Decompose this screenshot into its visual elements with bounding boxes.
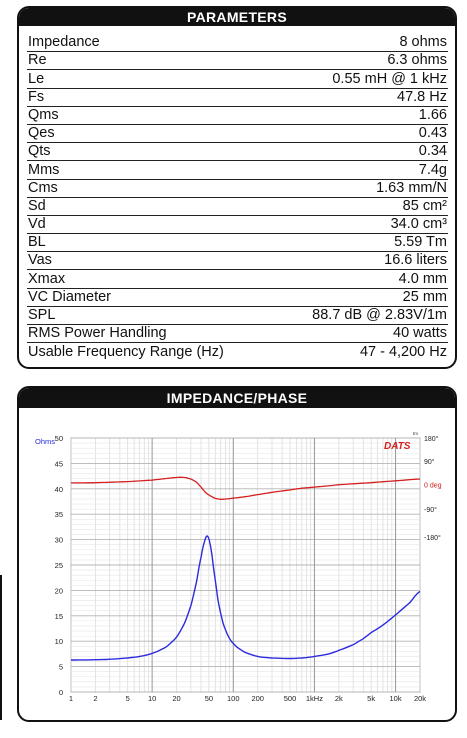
- impedance-series-line: [71, 535, 421, 661]
- parameter-value: 47 - 4,200 Hz: [359, 344, 447, 361]
- impedance-phase-panel: IMPEDANCE/PHASE 0 5 10 15 20 25 30 35 40 45 50 1 2 5 1…: [17, 386, 457, 722]
- phase-tick-label: -90°: [424, 506, 437, 514]
- x-tick-label: 5k: [367, 694, 375, 703]
- parameter-row: Qms 1.66: [27, 107, 448, 125]
- x-tick-label: 1kHz: [306, 694, 323, 703]
- parameter-value: 0.43: [418, 125, 447, 142]
- phase-tick-label: 0 deg: [424, 483, 442, 490]
- parameter-row: Re 6.3 ohms: [27, 52, 448, 71]
- y-tick-label: 5: [59, 663, 63, 672]
- y-tick-label: 30: [55, 536, 63, 545]
- x-tick-label: 2: [93, 694, 97, 703]
- parameter-label: Vas: [28, 252, 52, 269]
- y-tick-label: 45: [55, 459, 63, 468]
- y-tick-label: 10: [55, 637, 63, 646]
- parameter-row: Xmax 4.0 mm: [27, 270, 448, 289]
- impedance-phase-title: IMPEDANCE/PHASE: [19, 388, 455, 408]
- x-tick-label: 10: [148, 694, 156, 703]
- parameter-label: Fs: [28, 88, 45, 105]
- parameter-label: BL: [28, 234, 46, 251]
- parameter-label: Qts: [28, 143, 51, 160]
- phase-tick-label: 180°: [424, 435, 439, 443]
- parameter-label: Le: [28, 70, 45, 87]
- parameter-label: Cms: [28, 179, 58, 196]
- parameter-row: Qts 0.34: [27, 143, 448, 162]
- parameter-label: VC Diameter: [28, 288, 111, 305]
- parameters-title: PARAMETERS: [19, 8, 455, 26]
- parameter-value: 34.0 cm³: [390, 216, 447, 233]
- phase-tick-label: 90°: [424, 458, 435, 466]
- y-tick-label: 15: [55, 612, 63, 621]
- dats-logo: DATS: [384, 441, 411, 452]
- parameter-label: RMS Power Handling: [28, 325, 167, 342]
- phase-series-line: [71, 476, 421, 500]
- parameter-row: Qes 0.43: [27, 125, 448, 144]
- left-axis-unit-label: Ohms: [35, 437, 55, 446]
- parameter-label: Usable Frequency Range (Hz): [28, 344, 224, 361]
- x-tick-label: 50: [205, 694, 213, 703]
- parameter-label: Impedance: [28, 34, 100, 51]
- x-tick-label: 200: [251, 694, 264, 703]
- x-tick-label: 500: [284, 694, 297, 703]
- parameter-value: 47.8 Hz: [397, 88, 447, 105]
- parameter-row: Impedance 8 ohms: [27, 34, 448, 53]
- y-tick-label: 40: [55, 485, 63, 494]
- parameter-label: Qes: [28, 125, 55, 142]
- parameter-row: BL 5.59 Tm: [27, 234, 448, 253]
- parameter-row: Usable Frequency Range (Hz) 47 - 4,200 Hz: [27, 343, 448, 361]
- x-tick-label: 10k: [390, 694, 402, 703]
- parameter-row: Mms 7.4g: [27, 161, 448, 180]
- parameter-row: Vas 16.6 liters: [27, 252, 448, 271]
- parameter-value: 5.59 Tm: [394, 234, 447, 251]
- x-tick-label: 20k: [414, 694, 426, 703]
- parameter-value: 88.7 dB @ 2.83V/1m: [312, 307, 447, 323]
- parameter-label: Qms: [28, 106, 59, 123]
- parameter-row: Sd 85 cm²: [27, 198, 448, 216]
- parameter-value: 85 cm²: [402, 197, 447, 214]
- parameter-row: SPL 88.7 dB @ 2.83V/1m: [27, 307, 448, 325]
- parameter-value: 16.6 liters: [384, 252, 447, 269]
- parameter-label: SPL: [28, 307, 56, 323]
- parameter-value: 0.34: [418, 143, 447, 160]
- y-tick-label: 0: [59, 688, 63, 697]
- phase-tick-label: -180°: [424, 534, 441, 542]
- x-tick-label: 2k: [335, 694, 343, 703]
- parameter-label: Sd: [28, 197, 46, 214]
- parameter-value: 6.3 ohms: [387, 52, 447, 69]
- parameter-row: Le 0.55 mH @ 1 kHz: [27, 70, 448, 89]
- x-tick-label: 20: [172, 694, 180, 703]
- x-tick-label: 1: [69, 694, 73, 703]
- parameter-value: 7.4g: [418, 161, 447, 178]
- x-tick-label: 5: [126, 694, 130, 703]
- y-tick-label: 50: [55, 434, 63, 443]
- parameter-value: 25 mm: [402, 288, 447, 305]
- parameter-value: 8 ohms: [399, 34, 447, 51]
- parameter-label: Xmax: [28, 270, 66, 287]
- parameter-label: Mms: [28, 161, 60, 178]
- parameter-value: 40 watts: [393, 325, 447, 342]
- parameter-value: 1.63 mm/N: [376, 179, 447, 196]
- parameter-row: Cms 1.63 mm/N: [27, 180, 448, 198]
- parameters-table: Impedance 8 ohms Re 6.3 ohms Le 0.55 mH @ 1 k…: [27, 34, 448, 361]
- parameter-row: RMS Power Handling 40 watts: [27, 325, 448, 344]
- parameter-label: Re: [28, 52, 47, 69]
- page-edge-mark: [0, 575, 2, 720]
- x-tick-label: 100: [227, 694, 240, 703]
- parameter-row: VC Diameter 25 mm: [27, 289, 448, 307]
- parameters-panel: PARAMETERS Impedance 8 ohms Re 6.3 ohms Le 0.…: [17, 6, 457, 369]
- parameter-label: Vd: [28, 216, 46, 233]
- parameter-value: 0.55 mH @ 1 kHz: [332, 70, 447, 87]
- y-tick-label: 35: [55, 510, 63, 519]
- parameter-row: Vd 34.0 cm³: [27, 216, 448, 235]
- parameter-value: 4.0 mm: [398, 270, 447, 287]
- parameter-row: Fs 47.8 Hz: [27, 89, 448, 107]
- y-tick-label: 20: [55, 586, 63, 595]
- dats-trademark: tm: [413, 431, 418, 436]
- y-tick-label: 25: [55, 561, 63, 570]
- parameter-value: 1.66: [418, 106, 447, 123]
